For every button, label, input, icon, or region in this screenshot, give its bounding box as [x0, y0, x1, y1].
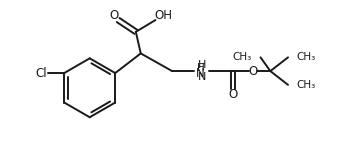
Text: OH: OH: [154, 9, 172, 22]
Text: O: O: [248, 65, 257, 78]
Text: CH₃: CH₃: [297, 52, 316, 62]
Text: N: N: [196, 67, 205, 80]
Text: CH₃: CH₃: [233, 52, 252, 62]
Text: O: O: [229, 88, 238, 101]
Text: O: O: [110, 9, 119, 22]
Text: Cl: Cl: [36, 67, 47, 80]
Text: CH₃: CH₃: [297, 80, 316, 90]
Text: H: H: [197, 63, 205, 73]
Text: H
N: H N: [197, 60, 206, 82]
